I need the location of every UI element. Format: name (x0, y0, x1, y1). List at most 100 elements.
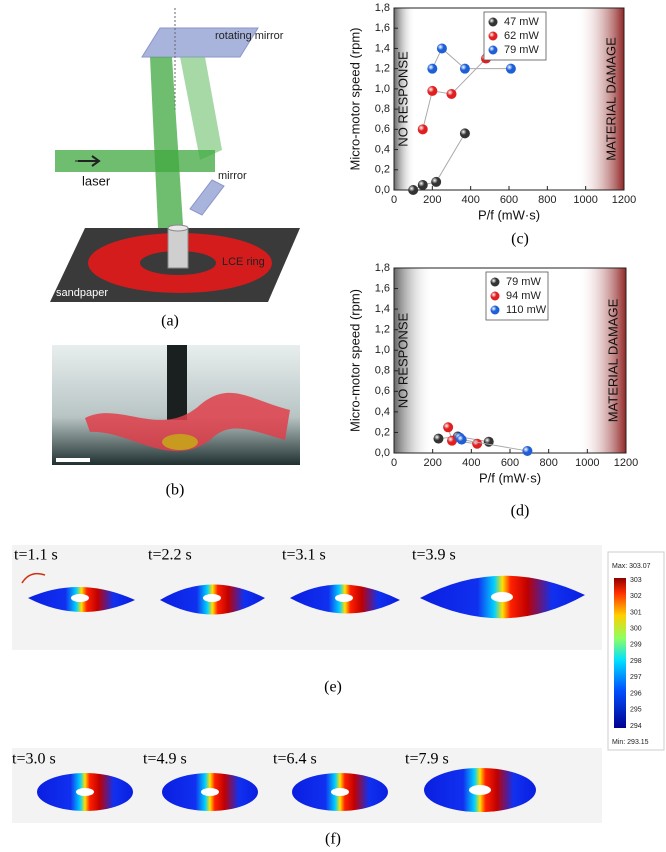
y-tick-label: 1,6 (375, 282, 390, 294)
beam (180, 57, 222, 160)
hole (331, 788, 349, 796)
x-tick-label: 800 (538, 194, 556, 206)
x-tick-label: 0 (391, 457, 397, 469)
y-axis-label: Micro-motor speed (rpm) (347, 27, 362, 170)
y-tick-label: 1,0 (375, 83, 390, 95)
series-line (459, 437, 528, 452)
caption: (f) (325, 831, 341, 848)
legend-marker (488, 31, 498, 41)
x-tick-label: 400 (461, 194, 479, 206)
y-tick-label: 0,0 (375, 447, 390, 459)
series-line (412, 133, 466, 191)
data-point (472, 438, 483, 449)
data-point (417, 124, 428, 135)
colorbar-tick: 303 (630, 577, 642, 584)
legend-marker (490, 277, 500, 287)
region-label: NO RESPONSE (395, 51, 410, 147)
colorbar-tick: 296 (630, 690, 642, 697)
beam (55, 150, 215, 172)
x-tick-label: 1200 (614, 457, 638, 469)
y-tick-label: 0,2 (375, 426, 390, 438)
x-tick-label: 200 (423, 457, 441, 469)
caption: (d) (511, 503, 530, 520)
y-tick-label: 1,8 (375, 2, 390, 14)
y-tick-label: 1,0 (375, 344, 390, 356)
data-point (505, 63, 516, 74)
data-point (443, 422, 454, 433)
rotating-mirror (141, 27, 259, 58)
data-point (427, 85, 438, 96)
x-tick-label: 600 (500, 194, 518, 206)
x-tick-label: 1000 (575, 457, 599, 469)
data-point (408, 185, 419, 195)
colorbar-tick: 301 (630, 609, 642, 616)
data-point (431, 176, 442, 187)
colorbar-tick: 295 (630, 707, 642, 714)
region-label: MATERIAL DAMAGE (605, 298, 620, 422)
colorbar-tick: 302 (630, 593, 642, 600)
colorbar-tick: 298 (630, 658, 642, 665)
x-tick-label: 1200 (612, 194, 636, 206)
data-point (459, 128, 470, 139)
caption: (b) (166, 482, 185, 499)
colorbar-gradient (614, 578, 626, 728)
label: sandpaper (56, 287, 108, 299)
x-tick-label: 400 (462, 457, 480, 469)
y-tick-label: 1,8 (375, 262, 390, 274)
y-tick-label: 1,6 (375, 22, 390, 34)
x-axis-label: P/f (mW·s) (478, 207, 540, 222)
hole (71, 594, 89, 602)
data-point (522, 445, 533, 456)
legend-marker (488, 17, 498, 27)
arrow (78, 155, 101, 167)
hole (201, 788, 219, 796)
data-point (459, 63, 470, 74)
time-label: t=2.2 s (148, 547, 192, 564)
region (577, 268, 626, 453)
colorbar-max: Max: 303.07 (612, 563, 651, 570)
cylinder-top (167, 224, 189, 232)
x-tick-label: 1000 (573, 194, 597, 206)
colorbar-tick: 294 (630, 723, 642, 730)
cylinder (167, 227, 189, 269)
y-tick-label: 0,2 (375, 164, 390, 176)
data-point (427, 63, 438, 74)
scale-bar (56, 458, 90, 462)
legend-marker (490, 305, 500, 315)
data-point (436, 43, 447, 54)
time-label: t=3.1 s (282, 547, 326, 564)
hole (76, 788, 94, 796)
series-line (431, 47, 511, 70)
simulation-e: t=1.1 s t=2.2 s t=3.1 s t=3.9 s (e) (12, 545, 602, 696)
charts: NO RESPONSE MATERIAL DAMAGE 0,0 0,2 0,4 0,6 0,… (347, 2, 638, 486)
y-tick-label: 0,8 (375, 365, 390, 377)
colorbar-min: Min: 293.15 (612, 739, 649, 746)
colorbar-tick: 300 (630, 626, 642, 633)
x-tick-label: 200 (423, 194, 441, 206)
label: rotating mirror (215, 30, 284, 42)
x-tick-label: 800 (539, 457, 557, 469)
time-label: t=1.1 s (14, 547, 58, 564)
label: laser (82, 173, 111, 188)
ribbon (85, 392, 290, 452)
data-point (417, 179, 428, 190)
label: LCE ring (222, 256, 265, 268)
hole (491, 592, 513, 602)
y-tick-label: 1,2 (375, 63, 390, 75)
legend-marker (488, 45, 498, 55)
time-label: t=6.4 s (273, 751, 317, 768)
y-tick-label: 0,8 (375, 103, 390, 115)
data-point (456, 434, 467, 445)
caption: (c) (511, 231, 529, 248)
label: mirror (218, 170, 247, 182)
x-tick-label: 600 (501, 457, 519, 469)
y-tick-label: 1,4 (375, 303, 390, 315)
region-label: NO RESPONSE (395, 312, 410, 408)
legend-label: 47 mW (504, 16, 539, 28)
region-label: MATERIAL DAMAGE (603, 37, 618, 161)
legend-label: 62 mW (504, 30, 539, 42)
y-tick-label: 0,6 (375, 123, 390, 135)
y-tick-label: 0,6 (375, 385, 390, 397)
time-label: t=7.9 s (405, 751, 449, 768)
x-tick-label: 0 (391, 194, 397, 206)
